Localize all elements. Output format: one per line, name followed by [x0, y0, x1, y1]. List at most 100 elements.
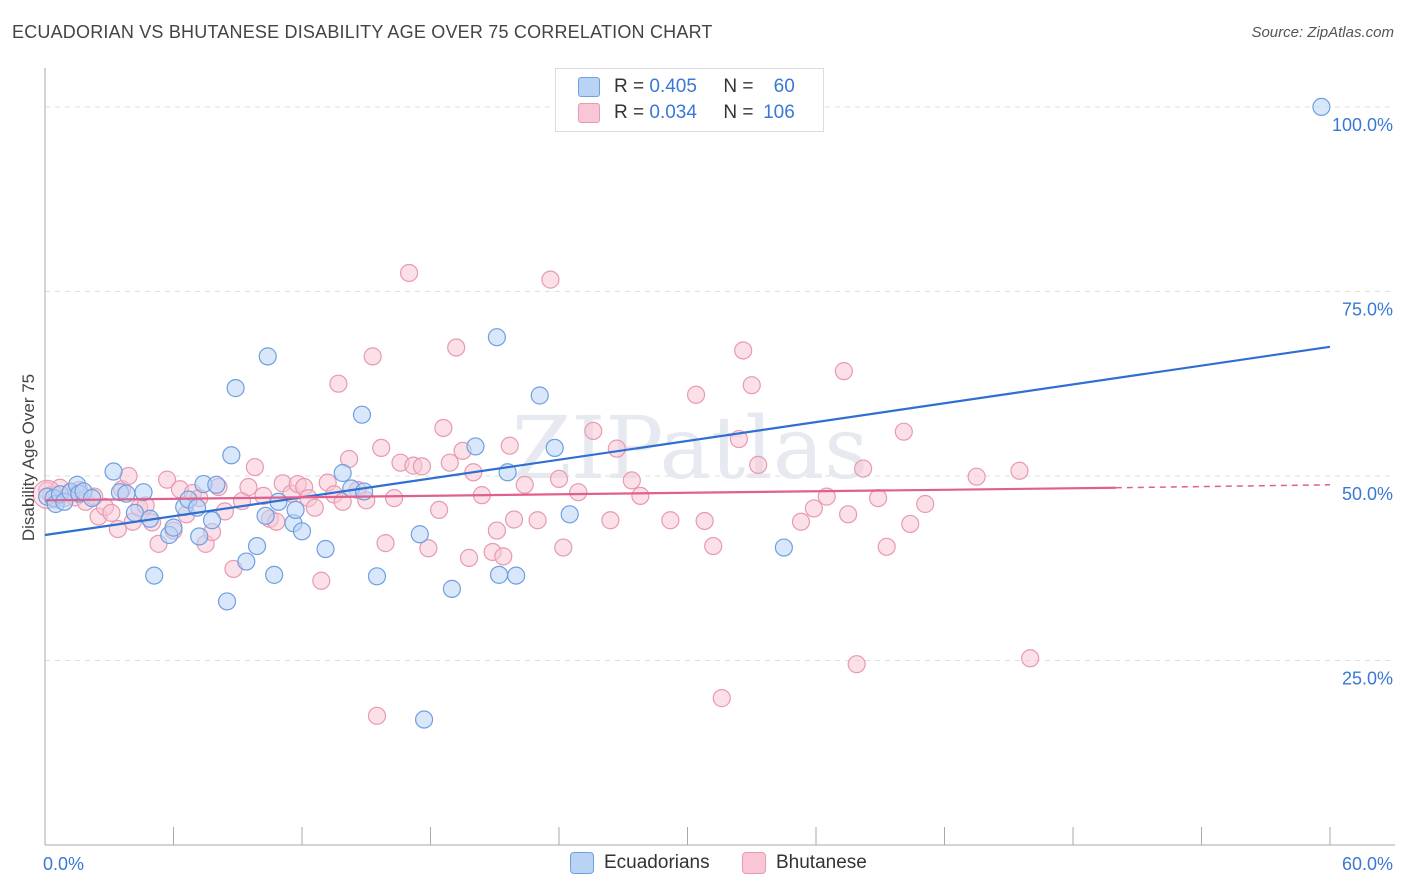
- bhutanese-point[interactable]: [305, 498, 324, 517]
- ecuadorian-point[interactable]: [164, 518, 183, 537]
- ecuadorian-point[interactable]: [207, 475, 226, 494]
- legend-n-value: 60: [773, 76, 795, 97]
- bhutanese-point[interactable]: [834, 362, 853, 381]
- bhutanese-point[interactable]: [869, 488, 888, 508]
- ecuadorian-point[interactable]: [560, 505, 579, 524]
- bhutanese-point[interactable]: [804, 499, 823, 518]
- bhutanese-point[interactable]: [434, 418, 453, 438]
- bhutanese-point[interactable]: [601, 511, 620, 530]
- bhutanese-point[interactable]: [412, 457, 432, 476]
- ecuadorian-point[interactable]: [545, 438, 564, 458]
- ecuadorian-point[interactable]: [265, 565, 284, 584]
- bhutanese-point[interactable]: [102, 503, 121, 522]
- bhutanese-point[interactable]: [515, 475, 534, 494]
- ecuadorian-point[interactable]: [217, 592, 237, 611]
- bhutanese-point[interactable]: [686, 385, 706, 404]
- bhutanese-point[interactable]: [967, 467, 986, 486]
- bhutanese-point[interactable]: [245, 457, 264, 477]
- bhutanese-point[interactable]: [312, 571, 331, 590]
- ecuadorian-point[interactable]: [134, 483, 153, 502]
- ecuadorian-point[interactable]: [410, 525, 429, 544]
- ecuadorian-point[interactable]: [316, 539, 335, 559]
- bhutanese-point[interactable]: [1010, 461, 1029, 480]
- ecuadorian-point[interactable]: [190, 527, 209, 546]
- bhutanese-point[interactable]: [504, 510, 524, 529]
- ecuadorian-point[interactable]: [237, 552, 256, 571]
- bhutanese-point[interactable]: [734, 341, 753, 360]
- bhutanese-point[interactable]: [419, 539, 438, 558]
- bhutanese-point[interactable]: [584, 421, 603, 441]
- bhutanese-point[interactable]: [894, 422, 913, 441]
- ecuadorian-point[interactable]: [530, 386, 549, 405]
- ecuadorian-point[interactable]: [258, 347, 277, 366]
- bhutanese-point[interactable]: [440, 453, 459, 472]
- bhutanese-point[interactable]: [847, 655, 866, 674]
- ecuadorian-point[interactable]: [83, 488, 102, 508]
- bhutanese-point[interactable]: [1021, 649, 1040, 668]
- bhutanese-point[interactable]: [494, 547, 513, 566]
- bhutanese-point[interactable]: [554, 538, 573, 557]
- bhutanese-point[interactable]: [384, 488, 404, 508]
- bhutanese-point[interactable]: [549, 469, 569, 489]
- bhutanese-point[interactable]: [239, 477, 258, 497]
- ecuadorian-point[interactable]: [1312, 97, 1331, 117]
- bhutanese-point[interactable]: [749, 455, 768, 474]
- bhutanese-point[interactable]: [817, 487, 836, 506]
- ecuadorian-point[interactable]: [442, 579, 462, 598]
- ecuadorian-point[interactable]: [256, 506, 275, 525]
- ecuadorian-point[interactable]: [292, 522, 312, 541]
- ecuadorian-point[interactable]: [226, 379, 245, 398]
- bhutanese-point[interactable]: [372, 438, 391, 458]
- bhutanese-point[interactable]: [791, 512, 811, 531]
- ecuadorian-point[interactable]: [104, 462, 123, 481]
- ecuadorian-point[interactable]: [247, 536, 267, 556]
- ecuadorian-point[interactable]: [414, 710, 434, 729]
- bhutanese-point[interactable]: [376, 534, 395, 553]
- ecuadorian-point[interactable]: [367, 567, 387, 586]
- bhutanese-point[interactable]: [631, 486, 650, 505]
- bhutanese-point[interactable]: [901, 514, 920, 534]
- bhutanese-point[interactable]: [500, 436, 519, 455]
- bhutanese-point[interactable]: [877, 537, 896, 556]
- bhutanese-point[interactable]: [854, 459, 873, 478]
- ecuadorian-point[interactable]: [333, 463, 352, 483]
- ecuadorian-point[interactable]: [145, 566, 164, 585]
- bhutanese-trendline-extension: [1115, 484, 1331, 489]
- ecuadorian-point[interactable]: [774, 538, 793, 557]
- bhutanese-point[interactable]: [119, 466, 138, 486]
- bhutanese-point[interactable]: [367, 706, 387, 725]
- bhutanese-point[interactable]: [607, 439, 626, 458]
- ecuadorian-point[interactable]: [507, 566, 526, 585]
- bhutanese-point[interactable]: [742, 376, 761, 395]
- bhutanese-point[interactable]: [622, 471, 641, 490]
- legend-item-bhutanese[interactable]: Bhutanese: [742, 852, 867, 874]
- ecuadorian-point[interactable]: [286, 500, 305, 520]
- ecuadorian-point[interactable]: [202, 511, 222, 530]
- bhutanese-point[interactable]: [329, 374, 348, 393]
- ecuadorian-point[interactable]: [466, 437, 485, 456]
- ecuadorian-point[interactable]: [352, 405, 372, 424]
- bhutanese-point[interactable]: [528, 511, 547, 530]
- bhutanese-point[interactable]: [541, 270, 560, 289]
- ecuadorian-point[interactable]: [222, 446, 241, 465]
- bhutanese-point[interactable]: [661, 511, 680, 530]
- bhutanese-point[interactable]: [429, 500, 449, 520]
- bhutanese-trendline: [44, 486, 1116, 502]
- bhutanese-point[interactable]: [916, 494, 935, 514]
- bhutanese-point[interactable]: [447, 338, 466, 357]
- bhutanese-point[interactable]: [399, 263, 419, 283]
- bhutanese-point[interactable]: [712, 689, 731, 708]
- ecuadorian-point[interactable]: [489, 565, 509, 584]
- ecuadorian-point[interactable]: [487, 328, 506, 347]
- legend-r-value: 0.034: [649, 102, 697, 123]
- bhutanese-point[interactable]: [839, 505, 858, 524]
- bhutanese-point[interactable]: [569, 483, 588, 502]
- bhutanese-point[interactable]: [695, 511, 714, 531]
- bhutanese-point[interactable]: [363, 347, 382, 366]
- bhutanese-point[interactable]: [157, 470, 177, 489]
- bhutanese-point[interactable]: [487, 521, 506, 540]
- bhutanese-point[interactable]: [459, 548, 479, 567]
- legend-item-ecuadorians[interactable]: Ecuadorians: [570, 852, 710, 874]
- bhutanese-point[interactable]: [704, 536, 723, 556]
- legend-row-bhutanese: R = 0.034 N = 106: [578, 101, 795, 125]
